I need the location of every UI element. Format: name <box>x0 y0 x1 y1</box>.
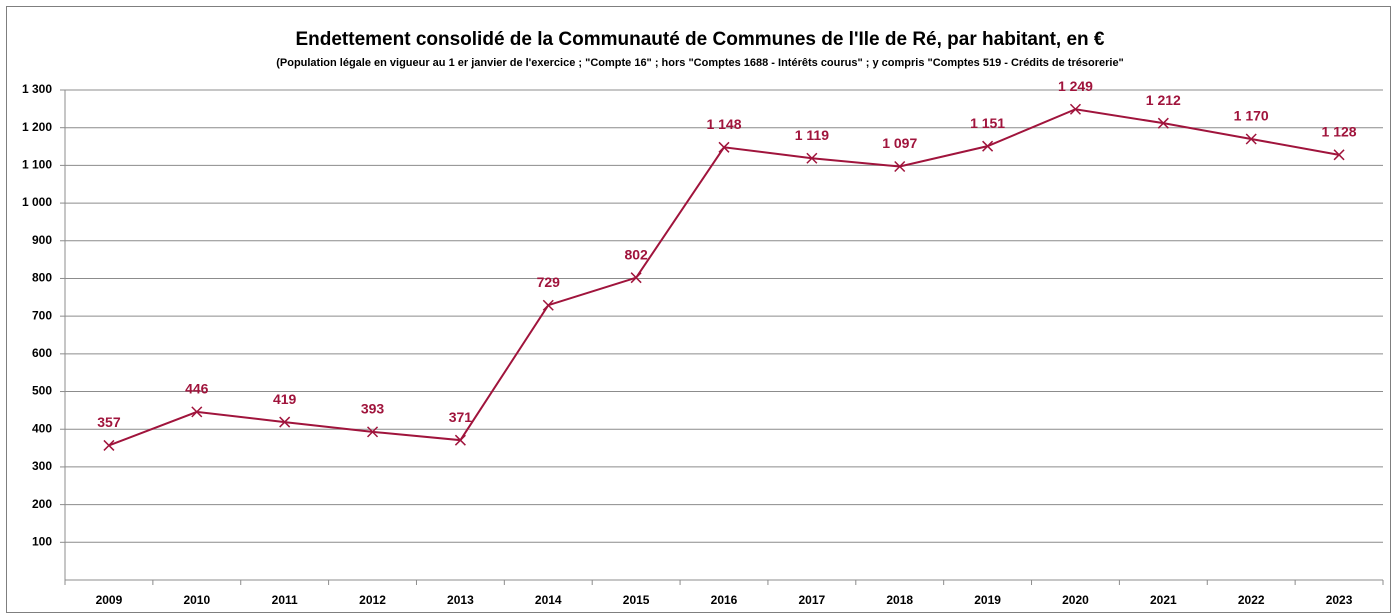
marker <box>806 152 818 164</box>
marker <box>1245 133 1257 145</box>
x-tick-label: 2023 <box>1326 593 1353 607</box>
x-tick-label: 2014 <box>535 593 562 607</box>
data-label: 1 128 <box>1322 124 1357 140</box>
data-label: 1 119 <box>795 127 829 143</box>
chart-title: Endettement consolidé de la Communauté d… <box>295 29 1104 50</box>
x-tick-label: 2018 <box>886 593 913 607</box>
marker <box>1157 117 1169 129</box>
x-tick-label: 2021 <box>1150 593 1177 607</box>
x-tick-label: 2009 <box>96 593 123 607</box>
marker <box>279 416 291 428</box>
chart-subtitle: (Population légale en vigueur au 1 er ja… <box>276 57 1124 69</box>
y-tick-label: 900 <box>32 233 52 247</box>
data-label: 1 170 <box>1234 108 1269 124</box>
marker <box>718 141 730 153</box>
marker <box>894 160 906 173</box>
y-tick-label: 700 <box>32 308 52 322</box>
data-label: 1 097 <box>882 135 917 151</box>
marker <box>454 434 466 446</box>
x-tick-label: 2012 <box>359 593 386 607</box>
x-tick-label: 2010 <box>183 593 210 607</box>
data-label: 1 151 <box>970 115 1005 131</box>
y-tick-label: 200 <box>32 497 52 511</box>
marker <box>367 426 379 438</box>
data-label: 419 <box>273 391 297 407</box>
y-tick-label: 500 <box>32 384 52 398</box>
data-label: 1 249 <box>1058 78 1093 94</box>
x-tick-label: 2011 <box>272 593 298 607</box>
marker <box>1333 149 1345 161</box>
y-tick-label: 300 <box>32 459 52 473</box>
y-tick-label: 1 300 <box>22 82 52 96</box>
marker <box>630 272 642 284</box>
marker <box>982 140 994 152</box>
y-tick-label: 1 000 <box>22 195 52 209</box>
data-label: 393 <box>361 401 385 417</box>
chart-border <box>6 6 1391 613</box>
data-label: 802 <box>624 246 648 262</box>
y-tick-label: 1 200 <box>22 120 52 134</box>
data-label: 446 <box>185 381 209 397</box>
x-tick-label: 2013 <box>447 593 474 607</box>
y-tick-label: 800 <box>32 271 52 285</box>
x-tick-label: 2017 <box>799 593 826 607</box>
data-label: 371 <box>449 409 473 425</box>
data-label: 357 <box>97 414 121 430</box>
data-label: 1 148 <box>706 116 741 132</box>
x-tick-label: 2015 <box>623 593 650 607</box>
x-tick-label: 2020 <box>1062 593 1089 607</box>
x-tick-label: 2022 <box>1238 593 1265 607</box>
marker <box>191 406 203 418</box>
x-tick-label: 2019 <box>974 593 1001 607</box>
x-tick-label: 2016 <box>711 593 738 607</box>
y-tick-label: 100 <box>32 534 52 548</box>
data-label: 729 <box>537 274 561 290</box>
data-label: 1 212 <box>1146 92 1181 108</box>
marker <box>1069 103 1082 115</box>
marker <box>542 299 554 311</box>
marker <box>103 439 115 451</box>
y-tick-label: 600 <box>32 346 52 360</box>
y-tick-label: 1 100 <box>22 158 52 172</box>
y-tick-label: 400 <box>32 421 52 435</box>
